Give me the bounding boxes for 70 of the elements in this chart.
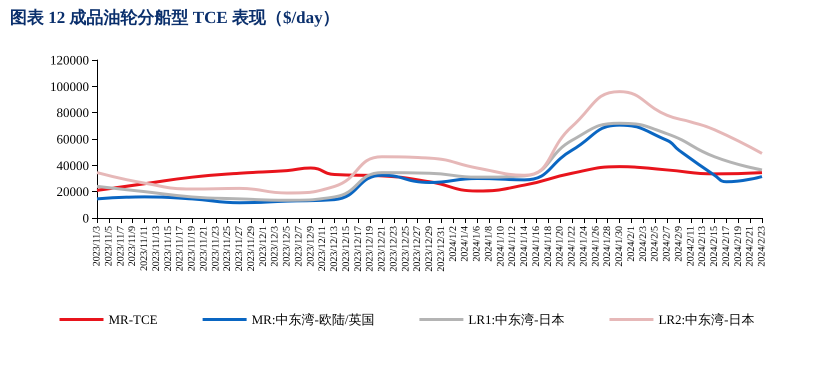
line-series bbox=[96, 90, 764, 194]
x-tick-label: 2023/12/19 bbox=[364, 226, 376, 272]
x-tick-label: 2024/2/11 bbox=[685, 226, 696, 266]
x-tick-label: 2023/11/19 bbox=[186, 226, 198, 272]
legend-label: MR-TCE bbox=[108, 312, 158, 327]
y-tick-label: 20000 bbox=[56, 184, 89, 200]
x-tick-label: 2024/2/19 bbox=[732, 226, 744, 267]
legend-label: MR:中东湾-欧陆/英国 bbox=[252, 312, 374, 327]
x-tick-label: 2023/11/27 bbox=[234, 226, 245, 272]
x-tick-label: 2023/11/15 bbox=[162, 226, 174, 272]
x-tick-label: 2023/11/13 bbox=[150, 226, 162, 272]
x-tick-label: 2023/11/5 bbox=[103, 226, 114, 266]
y-tick-label: 120000 bbox=[50, 52, 89, 68]
x-tick-label: 2023/11/7 bbox=[115, 226, 126, 266]
x-tick-label: 2024/1/8 bbox=[483, 226, 494, 262]
x-tick-label: 2023/12/23 bbox=[388, 226, 400, 272]
x-tick-label: 2023/11/9 bbox=[127, 226, 138, 266]
x-tick-label: 2024/1/16 bbox=[530, 226, 542, 267]
x-tick-label: 2024/1/26 bbox=[590, 226, 602, 267]
x-tick-label: 2024/2/17 bbox=[720, 226, 732, 267]
x-tick-label: 2024/1/28 bbox=[602, 226, 614, 267]
x-tick-label: 2023/12/11 bbox=[317, 226, 328, 272]
y-tick-label: 40000 bbox=[56, 158, 89, 173]
x-tick-label: 2024/2/3 bbox=[638, 226, 649, 262]
x-tick-label: 2024/2/5 bbox=[650, 226, 661, 262]
x-tick-label: 2024/1/20 bbox=[554, 226, 566, 267]
x-tick-label: 2023/11/23 bbox=[210, 226, 222, 272]
x-tick-label: 2023/12/7 bbox=[293, 226, 304, 267]
x-tick-label: 2023/12/9 bbox=[305, 226, 316, 267]
x-tick-label: 2023/11/25 bbox=[222, 226, 234, 272]
legend-label: LR2:中东湾-日本 bbox=[658, 312, 755, 327]
x-tick-label: 2024/2/23 bbox=[756, 226, 768, 267]
x-tick-label: 2024/2/1 bbox=[626, 226, 637, 262]
x-tick-label: 2024/1/18 bbox=[542, 226, 554, 267]
legend-label: LR1:中东湾-日本 bbox=[468, 312, 564, 327]
x-tick-label: 2023/11/21 bbox=[198, 226, 210, 272]
x-tick-label: 2023/12/15 bbox=[340, 226, 352, 272]
chart-title: 图表 12 成品油轮分船型 TCE 表现（$/day） bbox=[10, 7, 340, 29]
x-tick-label: 2023/11/3 bbox=[92, 226, 102, 266]
y-tick-label: 0 bbox=[82, 210, 89, 226]
x-tick-label: 2023/12/1 bbox=[258, 226, 269, 267]
x-tick-label: 2023/12/3 bbox=[270, 226, 281, 267]
x-tick-label: 2024/1/12 bbox=[507, 226, 518, 267]
x-tick-label: 2023/11/11 bbox=[139, 226, 150, 271]
x-tick-label: 2024/1/24 bbox=[578, 226, 590, 267]
y-tick-label: 60000 bbox=[56, 132, 89, 146]
x-tick-label: 2024/2/7 bbox=[662, 226, 672, 262]
y-tick-label: 100000 bbox=[50, 78, 89, 94]
x-tick-label: 2023/12/29 bbox=[424, 226, 435, 272]
x-tick-label: 2024/1/4 bbox=[460, 226, 471, 262]
x-tick-label: 2023/12/27 bbox=[412, 226, 424, 272]
x-tick-label: 2024/1/22 bbox=[566, 226, 578, 267]
x-tick-label: 2024/2/9 bbox=[673, 226, 684, 262]
x-tick-label: 2024/1/30 bbox=[614, 226, 625, 267]
x-tick-label: 2023/12/31 bbox=[436, 226, 447, 272]
x-tick-label: 2023/12/21 bbox=[376, 226, 388, 272]
x-tick-label: 2023/12/17 bbox=[352, 226, 364, 272]
x-tick-label: 2023/12/5 bbox=[282, 226, 292, 267]
x-tick-label: 2024/2/13 bbox=[697, 226, 708, 267]
x-tick-label: 2023/12/13 bbox=[329, 226, 340, 272]
x-tick-label: 2023/11/29 bbox=[246, 226, 257, 272]
x-tick-label: 2024/2/21 bbox=[744, 226, 756, 267]
x-tick-label: 2024/1/6 bbox=[472, 226, 482, 262]
x-tick-label: 2024/1/10 bbox=[495, 226, 506, 267]
x-tick-label: 2024/2/15 bbox=[709, 226, 720, 267]
y-tick-label: 80000 bbox=[56, 105, 89, 120]
x-tick-label: 2024/1/2 bbox=[448, 226, 459, 262]
x-tick-label: 2023/12/25 bbox=[400, 226, 412, 272]
x-tick-label: 2023/11/17 bbox=[174, 226, 186, 272]
x-tick-label: 2024/1/14 bbox=[519, 226, 530, 267]
